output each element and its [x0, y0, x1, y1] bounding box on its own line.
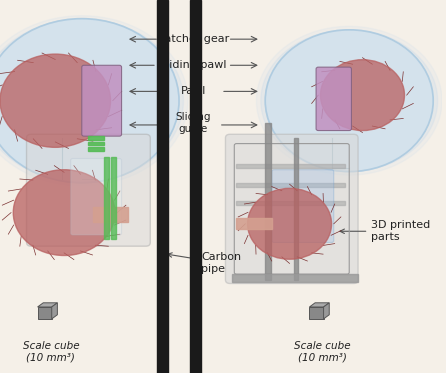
Bar: [294, 138, 297, 280]
Circle shape: [265, 30, 433, 172]
Bar: [111, 157, 116, 239]
Polygon shape: [37, 307, 52, 319]
Bar: [93, 207, 128, 222]
Text: Ratchet gear: Ratchet gear: [157, 34, 229, 44]
Text: Carbon
pipe: Carbon pipe: [168, 252, 241, 274]
Bar: [88, 147, 104, 151]
Circle shape: [248, 188, 331, 259]
FancyBboxPatch shape: [26, 134, 150, 246]
Bar: [265, 123, 271, 280]
Circle shape: [13, 170, 115, 256]
Polygon shape: [324, 303, 329, 319]
Text: 3D printed
parts: 3D printed parts: [340, 220, 430, 242]
Polygon shape: [52, 303, 58, 319]
Polygon shape: [0, 19, 183, 182]
Polygon shape: [310, 307, 324, 319]
Circle shape: [0, 19, 179, 183]
Text: Sliding
guide: Sliding guide: [175, 112, 211, 134]
Bar: [88, 142, 104, 145]
Polygon shape: [310, 303, 329, 307]
Bar: [236, 201, 345, 205]
Polygon shape: [0, 16, 188, 186]
Bar: [157, 0, 168, 373]
FancyBboxPatch shape: [71, 159, 122, 235]
Text: Scale cube
(10 mm³): Scale cube (10 mm³): [294, 341, 351, 363]
Bar: [88, 136, 104, 140]
Bar: [104, 157, 109, 239]
FancyBboxPatch shape: [82, 65, 122, 136]
Polygon shape: [261, 30, 438, 172]
FancyBboxPatch shape: [272, 170, 334, 242]
Polygon shape: [37, 303, 58, 307]
Bar: [190, 0, 201, 373]
Polygon shape: [256, 26, 442, 175]
Bar: [232, 274, 358, 282]
Text: Sliding pawl: Sliding pawl: [159, 60, 227, 70]
Bar: [236, 183, 345, 186]
Circle shape: [0, 54, 111, 147]
Circle shape: [321, 60, 405, 131]
Bar: [236, 218, 272, 229]
Text: Scale cube
(10 mm³): Scale cube (10 mm³): [23, 341, 79, 363]
Bar: [236, 164, 345, 168]
FancyBboxPatch shape: [316, 67, 351, 131]
FancyBboxPatch shape: [225, 134, 358, 283]
Text: Pawl: Pawl: [181, 87, 206, 96]
